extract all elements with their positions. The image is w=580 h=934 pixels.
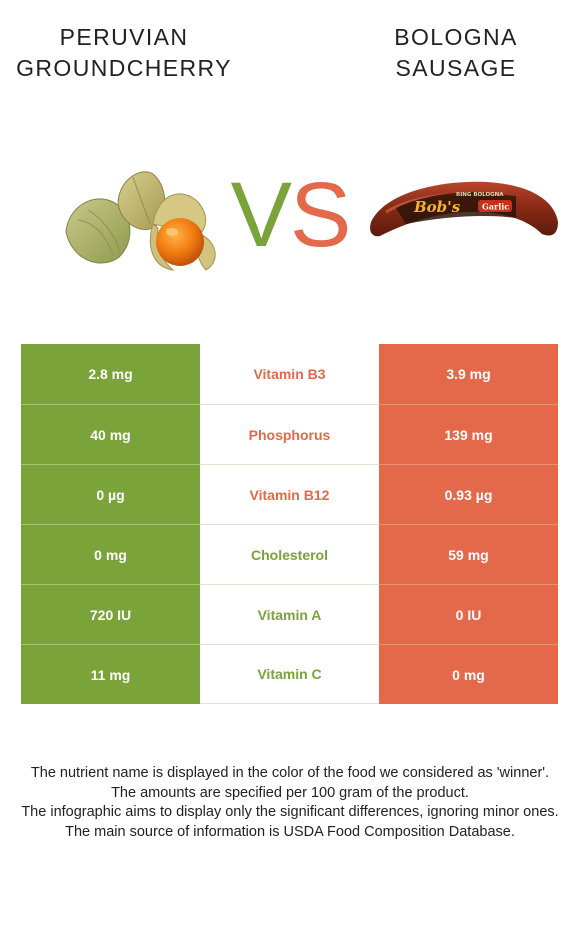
nutrient-name: Vitamin C — [200, 644, 379, 704]
right-food-value: 139 mg — [379, 404, 558, 464]
nutrient-comparison-table: 2.8 mg Vitamin B3 3.9 mg 40 mg Phosphorus 139… — [21, 344, 558, 704]
left-food-value: 720 IU — [21, 584, 200, 644]
sausage-flavor-text: Garlic — [482, 202, 509, 212]
sausage-brand-text: Bob's — [413, 198, 461, 216]
left-food-value: 2.8 mg — [21, 344, 200, 404]
vs-label: VS — [220, 160, 360, 270]
nutrient-name: Vitamin B12 — [200, 464, 379, 524]
table-row: 2.8 mg Vitamin B3 3.9 mg — [21, 344, 558, 404]
bologna-sausage-image: Bob's RING BOLOGNA Garlic — [370, 181, 558, 237]
vs-s: S — [290, 164, 351, 266]
right-food-title: BOLOGNA SAUSAGE — [326, 22, 580, 84]
left-food-value: 11 mg — [21, 644, 200, 704]
left-food-value: 40 mg — [21, 404, 200, 464]
footer-line-3: The infographic aims to display only the… — [21, 804, 559, 820]
groundcherry-image — [65, 171, 216, 271]
table-row: 40 mg Phosphorus 139 mg — [21, 404, 558, 464]
left-food-value: 0 mg — [21, 524, 200, 584]
left-food-title-line2: GROUNDCHERRY — [16, 55, 232, 81]
left-food-value: 0 µg — [21, 464, 200, 524]
sausage-product-text: RING BOLOGNA — [456, 192, 504, 198]
table-row: 0 mg Cholesterol 59 mg — [21, 524, 558, 584]
footer-line-1: The nutrient name is displayed in the co… — [30, 765, 550, 781]
footer-notes: The nutrient name is displayed in the co… — [18, 764, 562, 842]
right-food-title-line2: SAUSAGE — [395, 55, 517, 81]
right-food-title-line1: BOLOGNA — [394, 24, 518, 50]
nutrient-name: Cholesterol — [200, 524, 379, 584]
nutrient-name: Vitamin A — [200, 584, 379, 644]
right-food-value: 0.93 µg — [379, 464, 558, 524]
right-food-value: 59 mg — [379, 524, 558, 584]
table-row: 0 µg Vitamin B12 0.93 µg — [21, 464, 558, 524]
left-food-title-line1: PERUVIAN — [59, 24, 189, 50]
right-food-value: 3.9 mg — [379, 344, 558, 404]
footer-line-2: The amounts are specified per 100 gram o… — [111, 784, 469, 801]
left-food-title: PERUVIAN GROUNDCHERRY — [0, 22, 254, 84]
right-food-value: 0 IU — [379, 584, 558, 644]
vs-v: V — [230, 164, 292, 266]
right-food-value: 0 mg — [379, 644, 558, 704]
footer-line-4: The main source of information is USDA F… — [65, 823, 515, 840]
nutrient-name: Vitamin B3 — [200, 344, 379, 404]
nutrient-name: Phosphorus — [200, 404, 379, 464]
